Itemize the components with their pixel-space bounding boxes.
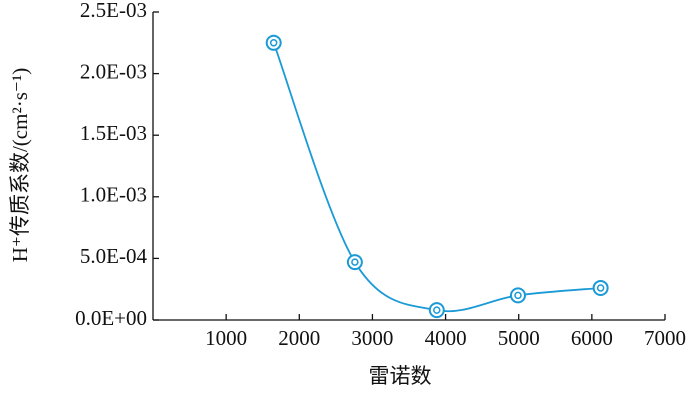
marker <box>428 302 445 319</box>
marker-inner <box>596 284 605 292</box>
x-tick-label: 4000 <box>425 326 467 350</box>
y-tick-label: 5.0E-04 <box>80 244 148 268</box>
y-tick-label: 1.5E-03 <box>80 121 147 145</box>
x-tick-label: 7000 <box>644 326 686 350</box>
y-tick-label: 0.0E+00 <box>75 306 147 330</box>
y-tick-label: 2.5E-03 <box>80 0 147 22</box>
y-tick-label: 1.0E-03 <box>80 183 147 207</box>
marker <box>265 34 282 51</box>
y-tick-label: 2.0E-03 <box>80 59 147 83</box>
marker <box>592 279 609 296</box>
marker-inner <box>433 306 441 314</box>
marker-inner <box>351 258 359 266</box>
y-axis-label: H⁺传质系数/(cm²·s⁻¹) <box>8 68 32 263</box>
x-tick-label: 3000 <box>351 326 393 350</box>
x-tick-label: 1000 <box>205 326 247 350</box>
x-tick-label: 2000 <box>278 326 320 350</box>
x-tick-label: 5000 <box>498 326 540 350</box>
line <box>272 42 601 313</box>
x-tick-label: 6000 <box>571 326 613 350</box>
marker-inner <box>514 291 522 300</box>
x-axis-label: 雷诺数 <box>369 364 432 388</box>
marker-inner <box>269 39 278 47</box>
marker <box>346 254 363 271</box>
marker <box>509 287 526 304</box>
